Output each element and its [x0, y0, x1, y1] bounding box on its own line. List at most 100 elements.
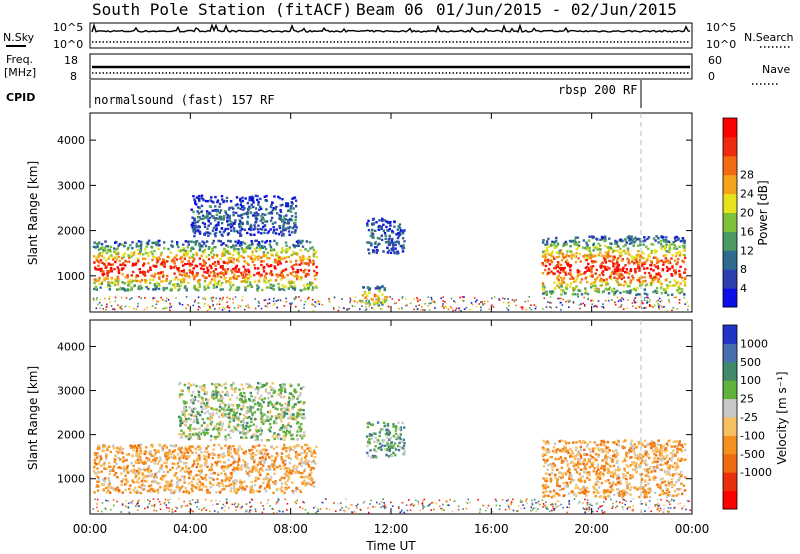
- echo-cell: [256, 289, 259, 292]
- echo-cell: [267, 401, 270, 405]
- echo-cell: [114, 241, 117, 244]
- echo-cell: [591, 261, 595, 264]
- echo-cell: [208, 274, 211, 278]
- echo-cell: [667, 261, 670, 264]
- echo-cell: [197, 433, 200, 436]
- echo-cell: [154, 297, 156, 299]
- echo-cell: [391, 298, 394, 300]
- echo-cell: [208, 417, 211, 421]
- echo-cell: [244, 416, 247, 419]
- echo-cell: [638, 293, 641, 296]
- echo-cell: [198, 194, 201, 198]
- echo-cell: [183, 481, 186, 484]
- echo-cell: [275, 205, 278, 209]
- echo-cell: [272, 481, 275, 484]
- echo-cell: [140, 271, 144, 274]
- echo-cell: [603, 265, 606, 268]
- echo-cell: [643, 271, 647, 275]
- echo-cell: [183, 475, 186, 479]
- echo-cell: [177, 415, 181, 419]
- echo-cell: [99, 259, 103, 262]
- echo-cell: [557, 252, 561, 255]
- echo-cell: [266, 482, 270, 486]
- echo-cell: [255, 430, 258, 433]
- echo-cell: [312, 467, 315, 470]
- echo-cell: [233, 460, 236, 464]
- echo-cell: [140, 287, 143, 290]
- echo-cell: [232, 207, 235, 210]
- echo-cell: [250, 386, 254, 389]
- echo-cell: [258, 452, 261, 455]
- echo-cell: [217, 217, 220, 221]
- echo-cell: [255, 249, 258, 253]
- echo-cell: [295, 277, 299, 281]
- echo-cell: [294, 221, 297, 225]
- echo-cell: [296, 456, 299, 459]
- echo-cell: [114, 251, 117, 254]
- echo-cell: [249, 406, 253, 409]
- echo-cell: [175, 276, 178, 279]
- echo-cell: [273, 195, 276, 198]
- echo-cell: [192, 391, 195, 394]
- echo-cell: [230, 472, 233, 475]
- echo-cell: [128, 306, 131, 308]
- echo-cell: [288, 469, 292, 473]
- echo-cell: [554, 265, 558, 268]
- echo-cell: [283, 218, 287, 221]
- echo-cell: [229, 277, 232, 280]
- echo-cell: [677, 285, 681, 288]
- echo-cell: [116, 288, 119, 291]
- echo-cell: [256, 287, 259, 290]
- echo-cell: [191, 255, 194, 258]
- echo-cell: [273, 403, 277, 407]
- echo-cell: [186, 451, 190, 454]
- echo-cell: [165, 461, 168, 464]
- echo-cell: [94, 266, 97, 269]
- echo-cell: [198, 206, 201, 210]
- echo-cell: [179, 450, 183, 453]
- echo-cell: [215, 392, 218, 396]
- echo-cell: [249, 408, 252, 411]
- echo-cell: [182, 451, 185, 454]
- echo-cell: [237, 268, 241, 271]
- echo-cell: [337, 309, 340, 312]
- echo-cell: [204, 459, 208, 463]
- echo-cell: [273, 239, 276, 243]
- echo-cell: [131, 479, 134, 482]
- echo-cell: [193, 419, 196, 422]
- echo-cell: [553, 281, 556, 284]
- echo-cell: [294, 252, 297, 255]
- echo-cell: [205, 240, 209, 243]
- echo-cell: [289, 434, 293, 437]
- echo-cell: [256, 198, 259, 202]
- echo-cell: [577, 296, 579, 298]
- echo-cell: [227, 476, 231, 479]
- echo-cell: [212, 226, 216, 230]
- echo-cell: [256, 435, 259, 438]
- echo-cell: [236, 423, 240, 426]
- echo-cell: [197, 280, 200, 283]
- echo-cell: [377, 296, 380, 299]
- echo-cell: [104, 477, 107, 480]
- echo-cell: [272, 226, 275, 229]
- echo-cell: [560, 259, 564, 262]
- echo-cell: [205, 447, 208, 450]
- echo-cell: [634, 289, 637, 292]
- echo-cell: [97, 248, 101, 251]
- echo-cell: [631, 258, 634, 261]
- echo-cell: [575, 251, 578, 255]
- echo-cell: [198, 244, 201, 247]
- echo-cell: [221, 415, 225, 418]
- echo-cell: [178, 460, 181, 463]
- echo-cell: [185, 409, 188, 412]
- echo-cell: [99, 307, 101, 310]
- echo-cell: [635, 307, 637, 310]
- echo-cell: [133, 444, 137, 448]
- echo-cell: [287, 226, 290, 229]
- echo-cell: [551, 290, 554, 293]
- echo-cell: [544, 264, 548, 268]
- echo-cell: [507, 309, 510, 311]
- echo-cell: [288, 396, 291, 399]
- echo-cell: [109, 469, 113, 472]
